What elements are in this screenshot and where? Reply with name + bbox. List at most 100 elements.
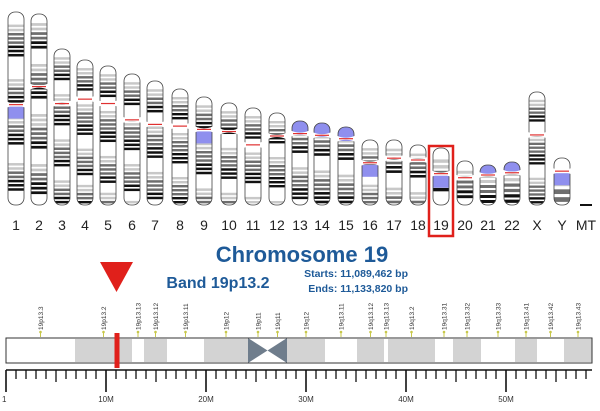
karyotype-band [314, 153, 330, 156]
karyotype-band [504, 194, 520, 198]
info-panel: Chromosome 19 Band 19p13.2 Starts: 11,08… [100, 242, 408, 295]
chromosome-21[interactable]: 21 [479, 164, 497, 233]
chromosome-10[interactable]: 10 [220, 102, 238, 233]
chromosome-3[interactable]: 3 [53, 48, 71, 233]
karyotype-band [124, 147, 140, 151]
chromosome-outline [30, 13, 48, 206]
karyotype-band [221, 131, 237, 135]
chromosome-label: 17 [386, 217, 402, 233]
chromosome-y[interactable]: Y [553, 157, 571, 233]
karyotype-band [245, 200, 261, 204]
ideogram-band[interactable] [357, 339, 384, 362]
scale-tick-label: 10M [98, 395, 114, 404]
chromosome-1[interactable]: 1 [7, 11, 25, 233]
chromosome-17[interactable]: 17 [385, 139, 403, 233]
band-label: 19q13.42 [548, 303, 555, 330]
karyotype-band [54, 155, 70, 159]
karyotype-band [529, 162, 545, 165]
ideogram-band[interactable] [453, 339, 481, 362]
ideogram-band[interactable] [537, 339, 564, 362]
karyotype-band [54, 65, 70, 68]
ideogram-band[interactable] [481, 339, 515, 362]
ideogram-band[interactable] [132, 339, 144, 362]
karyotype-band [480, 180, 496, 183]
ideogram-band[interactable] [204, 339, 248, 362]
chromosome-label: 22 [504, 217, 520, 233]
chromosome-19[interactable]: 19 [427, 144, 455, 238]
karyotype-band [8, 133, 24, 137]
karyotype-band [314, 196, 330, 199]
chromosome-14[interactable]: 14 [313, 122, 331, 233]
ideogram-band[interactable] [564, 339, 592, 362]
chromosome-12[interactable]: 12 [268, 112, 286, 233]
heterochromatin-region [480, 165, 496, 174]
karyotype-band [8, 184, 24, 187]
karyotype-band [245, 152, 261, 155]
ideogram-band[interactable] [6, 339, 75, 362]
chromosome-5[interactable]: 5 [99, 65, 117, 233]
karyotype-band [124, 86, 140, 89]
karyotype-band [221, 151, 237, 155]
ideogram-band[interactable] [388, 339, 435, 362]
band-label: 19q13.33 [496, 303, 503, 330]
ideogram-band[interactable] [287, 339, 325, 362]
heterochromatin-region [314, 123, 330, 137]
karyotype-band [221, 127, 237, 130]
karyotype-band [362, 200, 378, 204]
chromosome-2[interactable]: 2 [30, 13, 48, 233]
karyotype-band [196, 200, 212, 204]
karyotype-band [100, 90, 116, 93]
chromosome-18[interactable]: 18 [409, 144, 427, 233]
karyotype-band [31, 164, 47, 167]
karyotype-band [77, 184, 93, 188]
karyotype-band [172, 105, 188, 108]
ideogram-band[interactable] [75, 339, 132, 362]
karyotype-band [8, 137, 24, 141]
karyotype-band [77, 152, 93, 156]
chromosome-8[interactable]: 8 [171, 88, 189, 233]
karyotype-band [8, 175, 24, 179]
karyotype-band [54, 73, 70, 77]
chromosome-20[interactable]: 20 [456, 160, 474, 233]
chromosome-13[interactable]: 13 [291, 120, 309, 233]
ideogram-band[interactable] [325, 339, 357, 362]
karyotype-band [54, 159, 70, 163]
karyotype-band [172, 141, 188, 144]
chromosome-mt-mark [580, 204, 592, 206]
karyotype-band [172, 137, 188, 140]
karyotype-band [8, 125, 24, 128]
chromosome-label: MT [576, 217, 597, 233]
ideogram-band[interactable] [167, 339, 204, 362]
ideogram-band[interactable] [515, 339, 537, 362]
karyotype-band [386, 196, 402, 199]
centromere-p-arm [248, 338, 268, 363]
karyotype-band [362, 192, 378, 196]
chromosome-22[interactable]: 22 [503, 161, 521, 233]
chromosome-mt[interactable]: MT [576, 204, 597, 233]
karyotype-band [172, 117, 188, 120]
chromosome-15[interactable]: 15 [337, 126, 355, 233]
karyotype-band [147, 126, 163, 129]
chromosome-11[interactable]: 11 [244, 107, 262, 233]
ideogram-band[interactable] [144, 339, 167, 362]
chromosome-outline [432, 147, 450, 206]
karyotype-band [77, 164, 93, 168]
karyotype-band [386, 187, 402, 191]
karyotype-band [147, 176, 163, 179]
chromosome-label: 19 [433, 217, 449, 233]
chromosome-x[interactable]: X [528, 91, 546, 233]
karyotype-band [31, 168, 47, 172]
ideogram-band[interactable] [384, 339, 388, 362]
chromosome-4[interactable]: 4 [76, 59, 94, 233]
chromosome-9[interactable]: 9 [195, 96, 213, 233]
karyotype-band [124, 180, 140, 183]
chromosome-16[interactable]: 16 [361, 139, 379, 233]
chromosome-6[interactable]: 6 [123, 73, 141, 233]
karyotype-band [124, 90, 140, 93]
ideogram-band[interactable] [435, 339, 453, 362]
karyotype-band [410, 153, 426, 157]
karyotype-band [54, 98, 70, 101]
chromosome-7[interactable]: 7 [146, 80, 164, 233]
karyotype-band [100, 160, 116, 163]
karyotype-band [172, 113, 188, 116]
